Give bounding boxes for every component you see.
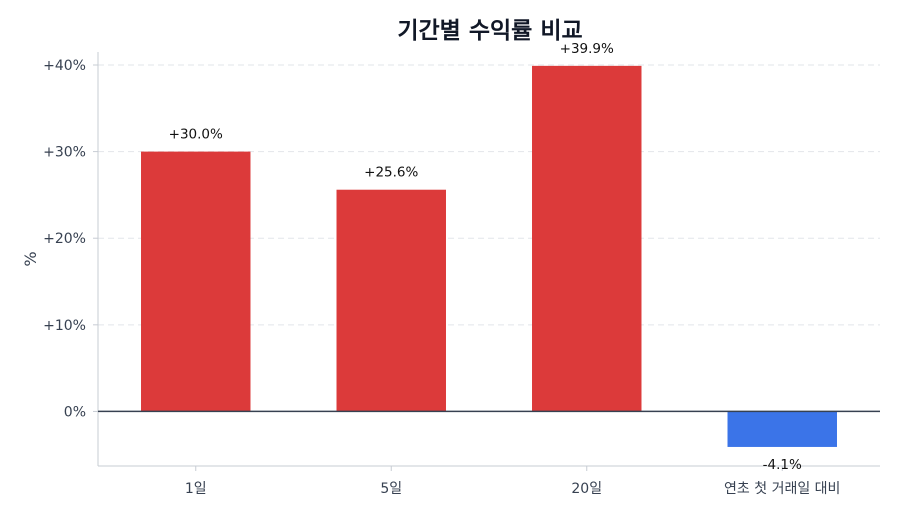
labels: 0% +10% +20% +30% +40% +30.0% 1일 +25.6% 5일 +39.9%…: [43, 41, 840, 497]
data-label: +39.9%: [560, 41, 614, 57]
y-tick-label: +10%: [43, 318, 86, 334]
y-tick-label: +20%: [43, 231, 86, 247]
y-tick-label: 0%: [64, 404, 86, 420]
x-tick-label: 20일: [571, 481, 602, 497]
x-tick-label: 1일: [185, 481, 207, 497]
bar-3: [727, 411, 837, 447]
data-label: +25.6%: [364, 165, 418, 181]
axes: [93, 52, 880, 471]
y-tick-label: +30%: [43, 145, 86, 161]
data-label: +30.0%: [169, 127, 223, 143]
bar-1: [336, 189, 446, 412]
y-tick-label: +40%: [43, 58, 86, 74]
x-tick-label: 연초 첫 거래일 대비: [724, 481, 840, 497]
data-label: -4.1%: [763, 457, 802, 473]
y-axis-label: %: [21, 251, 40, 266]
bar-0: [141, 151, 251, 412]
bar-2: [532, 65, 642, 412]
bars: [141, 65, 837, 447]
x-tick-label: 5일: [380, 481, 402, 497]
chart-title: 기간별 수익률 비교: [397, 18, 582, 44]
